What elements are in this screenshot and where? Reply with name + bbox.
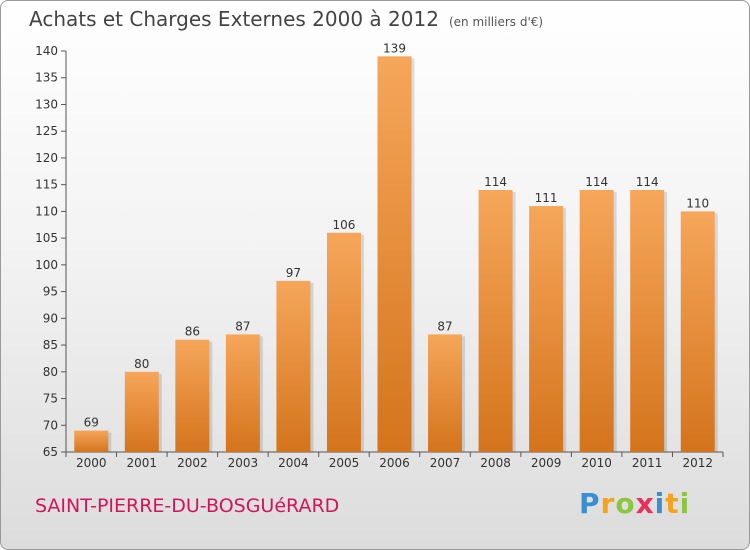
chart-title: Achats et Charges Externes 2000 à 2012 (e…	[29, 7, 543, 31]
x-tick-label: 2006	[379, 456, 410, 470]
logo-letter: t	[665, 487, 680, 520]
y-tick-label: 80	[43, 365, 58, 379]
logo-letter: r	[600, 487, 616, 520]
y-tick-label: 75	[43, 392, 58, 406]
x-tick-label: 2004	[278, 456, 309, 470]
x-tick-label: 2011	[632, 456, 663, 470]
data-label: 87	[437, 319, 452, 333]
bar	[276, 280, 311, 452]
bar	[579, 190, 614, 452]
data-label: 111	[535, 191, 558, 205]
data-label: 69	[84, 416, 99, 430]
bar	[428, 334, 463, 452]
data-label: 97	[286, 266, 301, 280]
y-tick-label: 65	[43, 445, 58, 459]
x-tick-label: 2009	[531, 456, 562, 470]
x-tick-label: 2002	[177, 456, 208, 470]
x-tick-label: 2001	[127, 456, 158, 470]
bar	[225, 334, 260, 452]
y-tick-label: 130	[35, 97, 58, 111]
data-label: 139	[383, 41, 406, 55]
data-label: 114	[484, 175, 507, 189]
logo-letter: x	[635, 487, 655, 520]
chart-subtitle: (en milliers d'€)	[448, 15, 544, 29]
x-tick-label: 2008	[480, 456, 511, 470]
data-label: 106	[333, 218, 356, 232]
y-tick-label: 115	[35, 178, 58, 192]
commune-name: SAINT-PIERRE-DU-BOSGUéRARD	[35, 495, 340, 517]
data-label: 87	[235, 319, 250, 333]
y-tick-label: 135	[35, 71, 58, 85]
bar	[377, 56, 412, 452]
y-tick-label: 120	[35, 151, 58, 165]
data-label: 114	[636, 175, 659, 189]
bar	[74, 430, 109, 452]
x-tick-label: 2003	[228, 456, 259, 470]
x-tick-label: 2007	[430, 456, 461, 470]
bar	[326, 232, 361, 452]
y-tick-label: 140	[35, 44, 58, 58]
logo-letter: o	[615, 487, 636, 520]
x-tick-label: 2012	[682, 456, 713, 470]
data-label: 80	[134, 357, 149, 371]
data-label: 110	[686, 196, 709, 210]
x-tick-label: 2000	[76, 456, 107, 470]
bar	[124, 371, 159, 452]
y-tick-label: 70	[43, 418, 58, 432]
bar	[680, 211, 715, 452]
y-tick-label: 95	[43, 285, 58, 299]
y-tick-label: 90	[43, 311, 58, 325]
chart-title-text: Achats et Charges Externes 2000 à 2012	[29, 7, 439, 31]
y-tick-label: 85	[43, 338, 58, 352]
y-tick-label: 105	[35, 231, 58, 245]
bar	[630, 190, 665, 452]
data-label: 86	[185, 325, 200, 339]
x-tick-label: 2010	[581, 456, 612, 470]
bar	[175, 339, 210, 452]
logo-letter: i	[654, 487, 666, 520]
y-tick-label: 125	[35, 124, 58, 138]
y-tick-label: 110	[35, 204, 58, 218]
bar	[529, 206, 564, 452]
bar	[478, 190, 513, 452]
proxiti-logo: Proxiti	[579, 487, 690, 520]
x-tick-label: 2005	[329, 456, 360, 470]
data-label: 114	[585, 175, 608, 189]
logo-letter: i	[679, 487, 691, 520]
y-tick-label: 100	[35, 258, 58, 272]
logo-letter: P	[579, 487, 601, 520]
